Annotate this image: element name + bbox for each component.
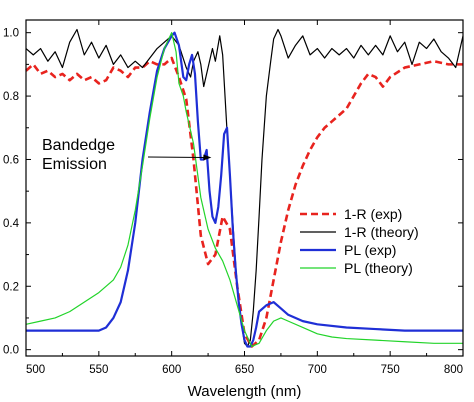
y-tick-label: 0.4 bbox=[3, 218, 20, 230]
y-tick-label: 1.0 bbox=[3, 28, 19, 40]
legend-label-pl-exp: PL (exp) bbox=[344, 242, 396, 258]
y-tick-label: 0.2 bbox=[3, 281, 19, 293]
x-tick-label: 600 bbox=[162, 364, 181, 376]
x-tick-label: 800 bbox=[444, 364, 463, 376]
annotation-arrowhead bbox=[203, 154, 212, 161]
series-pl-exp bbox=[26, 31, 463, 348]
legend: 1-R (exp) 1-R (theory) PL (exp) PL (theory) bbox=[300, 206, 419, 276]
annotation: Bandedge Emission bbox=[42, 137, 212, 173]
legend-label-1-r-theory: 1-R (theory) bbox=[344, 224, 419, 240]
y-tick-label: 0.6 bbox=[3, 154, 19, 166]
x-tick-label: 700 bbox=[308, 364, 327, 376]
x-tick-label: 650 bbox=[235, 364, 254, 376]
x-tick-label: 500 bbox=[26, 364, 45, 376]
plot-frame bbox=[25, 19, 464, 357]
series-pl-theory bbox=[25, 32, 463, 348]
x-tick-label: 750 bbox=[381, 364, 400, 376]
x-axis-title: Wavelength (nm) bbox=[188, 383, 302, 400]
series-layer bbox=[25, 28, 464, 348]
y-tick-label: 0.8 bbox=[3, 91, 19, 103]
x-tick-label: 550 bbox=[89, 364, 108, 376]
series-1-r-exp bbox=[25, 56, 463, 348]
legend-label-1-r-exp: 1-R (exp) bbox=[344, 206, 402, 222]
annotation-line-2: Emission bbox=[42, 156, 107, 173]
series-1-r-theory bbox=[25, 28, 464, 348]
y-tick-label: 0.0 bbox=[3, 345, 19, 357]
annotation-line-1: Bandedge bbox=[42, 137, 115, 154]
legend-label-pl-theory: PL (theory) bbox=[344, 260, 413, 276]
